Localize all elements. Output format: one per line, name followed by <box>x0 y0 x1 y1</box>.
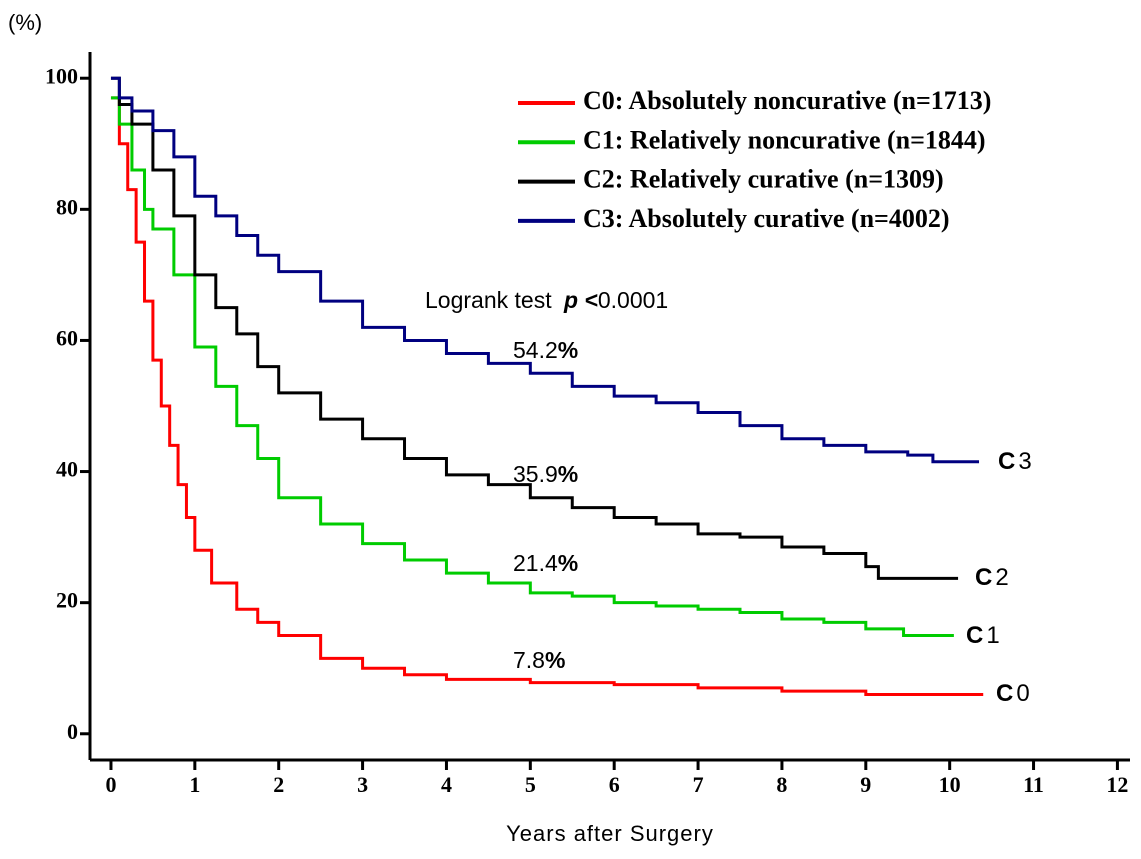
annotation-part: % <box>558 461 578 487</box>
y-tick-label: 100 <box>45 63 78 88</box>
annotation-part: % <box>545 647 565 673</box>
end-label-part: C <box>998 448 1015 475</box>
x-tick-label: 5 <box>525 772 536 797</box>
annotation: 21.4% <box>513 550 578 576</box>
annotation-part: p < <box>563 287 598 313</box>
annotation-part: 7.8 <box>513 647 545 673</box>
annotation-part: 21.4 <box>513 550 558 576</box>
survival-curve <box>110 76 980 464</box>
end-label-part: 3 <box>1018 448 1031 475</box>
end-label-part: C <box>996 680 1013 707</box>
end-label-part: 0 <box>1016 680 1029 707</box>
x-tick-label: 7 <box>693 772 704 797</box>
x-tick-label: 6 <box>609 772 620 797</box>
y-tick-label: 80 <box>56 194 78 219</box>
annotation-part: 54.2 <box>513 337 558 363</box>
x-tick-label: 10 <box>939 772 961 797</box>
legend-label: C0: Absolutely noncurative (n=1713) <box>583 86 991 115</box>
annotation-part: % <box>558 337 578 363</box>
legend-label: C2: Relatively curative (n=1309) <box>583 165 944 194</box>
x-tick-label: 8 <box>776 772 787 797</box>
annotation-part: 35.9 <box>513 461 558 487</box>
x-tick-label: 12 <box>1106 772 1128 797</box>
legend-label: C1: Relatively noncurative (n=1844) <box>583 125 986 154</box>
legend-label: C3: Absolutely curative (n=4002) <box>583 204 950 233</box>
y-axis-label: (%) <box>8 10 42 35</box>
y-tick-label: 40 <box>56 457 78 482</box>
y-tick-label: 0 <box>67 719 78 744</box>
annotation-part: Logrank test <box>425 287 558 313</box>
annotation-part: % <box>558 550 578 576</box>
x-tick-label: 0 <box>105 772 116 797</box>
annotation: Logrank test p <0.0001 <box>425 287 668 313</box>
end-label-part: 1 <box>986 622 999 649</box>
y-tick-label: 60 <box>56 325 78 350</box>
end-label-part: 2 <box>995 564 1008 591</box>
annotation: 7.8% <box>513 647 565 673</box>
annotation: 54.2% <box>513 337 578 363</box>
annotation: 35.9% <box>513 461 578 487</box>
x-tick-label: 2 <box>273 772 284 797</box>
survival-curve <box>110 96 954 637</box>
x-tick-label: 11 <box>1023 772 1044 797</box>
x-axis-label: Years after Surgery <box>506 821 714 846</box>
x-tick-label: 1 <box>189 772 200 797</box>
end-label-part: C <box>975 564 992 591</box>
annotation-part: 0.0001 <box>598 287 668 313</box>
y-tick-label: 20 <box>56 588 78 613</box>
survival-curve <box>110 76 959 580</box>
survival-curve <box>110 96 984 696</box>
x-tick-label: 9 <box>860 772 871 797</box>
x-tick-label: 4 <box>441 772 452 797</box>
end-label-part: C <box>966 622 983 649</box>
x-tick-label: 3 <box>357 772 368 797</box>
